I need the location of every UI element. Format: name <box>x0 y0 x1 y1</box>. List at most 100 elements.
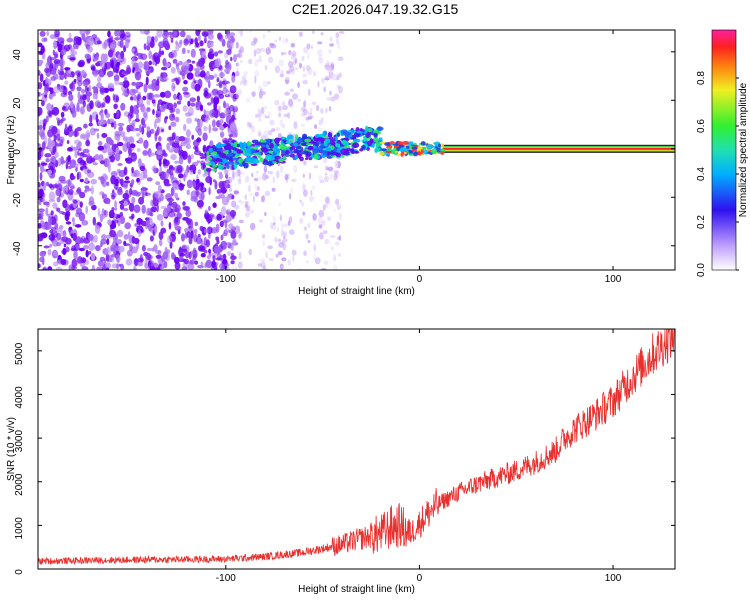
noise-speck <box>238 174 242 182</box>
noise-speck <box>76 172 80 181</box>
noise-speck <box>158 136 162 142</box>
noise-speck <box>333 173 338 181</box>
noise-speck <box>70 230 76 234</box>
noise-speck <box>38 234 42 242</box>
ridge-speck <box>354 150 360 154</box>
noise-speck <box>182 86 189 92</box>
transition-speck <box>384 142 391 147</box>
noise-speck <box>303 160 307 166</box>
noise-speck <box>339 31 345 34</box>
noise-speck <box>62 230 67 237</box>
noise-speck <box>119 216 126 224</box>
noise-speck <box>45 202 50 208</box>
noise-speck <box>224 169 229 175</box>
noise-speck <box>146 35 152 43</box>
noise-speck <box>117 245 125 253</box>
noise-speck <box>137 56 144 60</box>
noise-speck <box>155 129 159 137</box>
noise-speck <box>302 79 308 85</box>
noise-speck <box>100 53 106 63</box>
noise-speck <box>311 45 313 50</box>
noise-speck <box>78 247 85 252</box>
noise-speck <box>312 70 317 77</box>
noise-speck <box>203 132 206 142</box>
noise-speck <box>219 263 225 270</box>
noise-speck <box>51 184 59 189</box>
noise-speck <box>213 101 218 111</box>
noise-speck <box>230 243 234 251</box>
noise-speck <box>162 210 168 218</box>
noise-speck <box>127 146 132 156</box>
noise-speck <box>52 202 58 209</box>
noise-speck <box>323 260 329 265</box>
noise-speck <box>270 222 274 229</box>
ridge-speck <box>251 139 259 144</box>
noise-speck <box>180 252 186 257</box>
noise-speck <box>170 37 174 43</box>
noise-speck <box>224 64 230 69</box>
noise-speck <box>48 148 53 152</box>
noise-speck <box>203 87 209 94</box>
noise-speck <box>154 225 158 234</box>
noise-speck <box>289 193 292 200</box>
noise-speck <box>47 266 53 270</box>
noise-speck <box>283 230 288 237</box>
noise-speck <box>87 46 93 53</box>
noise-speck <box>309 195 313 203</box>
noise-speck <box>243 71 248 76</box>
noise-speck <box>150 221 155 227</box>
ridge-speck <box>244 148 252 155</box>
noise-speck <box>305 233 309 240</box>
noise-speck <box>299 31 303 37</box>
noise-speck <box>38 182 41 188</box>
noise-speck <box>38 263 41 269</box>
ridge-speck <box>302 150 309 155</box>
noise-speck <box>263 130 270 139</box>
noise-speck <box>92 92 98 100</box>
ridge-speck <box>374 147 382 151</box>
noise-speck <box>104 43 108 48</box>
noise-speck <box>290 53 296 60</box>
noise-speck <box>275 253 279 258</box>
ridge-speck <box>351 129 356 134</box>
noise-speck <box>336 77 339 81</box>
colorbar-tick-label: 0.6 <box>696 119 707 133</box>
noise-speck <box>104 175 109 181</box>
noise-speck <box>278 112 282 118</box>
noise-speck <box>248 248 253 256</box>
noise-speck <box>82 100 87 108</box>
noise-speck <box>143 113 148 122</box>
noise-speck <box>114 130 122 137</box>
noise-speck <box>50 210 54 216</box>
noise-speck <box>79 178 84 183</box>
noise-speck <box>307 222 311 229</box>
ridge-speck <box>248 157 256 164</box>
noise-speck <box>51 126 58 134</box>
noise-speck <box>334 241 340 246</box>
noise-speck <box>289 88 294 92</box>
ridge-speck <box>265 154 272 161</box>
noise-speck <box>156 30 163 38</box>
noise-speck <box>190 102 196 107</box>
noise-speck <box>208 187 211 196</box>
colorbar-tick-label: 0.0 <box>696 263 707 277</box>
noise-speck <box>282 37 286 45</box>
noise-speck <box>160 255 166 262</box>
ridge-speck <box>373 136 379 143</box>
noise-speck <box>108 87 115 92</box>
top-ytick-label: -20 <box>12 193 23 208</box>
noise-speck <box>38 59 44 65</box>
noise-speck <box>224 68 231 73</box>
noise-speck <box>229 187 232 193</box>
noise-speck <box>278 203 281 206</box>
noise-speck <box>153 267 160 270</box>
noise-speck <box>120 33 127 38</box>
noise-speck <box>313 165 319 169</box>
noise-speck <box>272 176 276 184</box>
ridge-speck <box>294 154 299 160</box>
noise-speck <box>148 152 156 157</box>
noise-speck <box>131 166 134 174</box>
noise-speck <box>260 261 266 269</box>
noise-speck <box>168 125 172 131</box>
noise-speck <box>119 203 125 210</box>
